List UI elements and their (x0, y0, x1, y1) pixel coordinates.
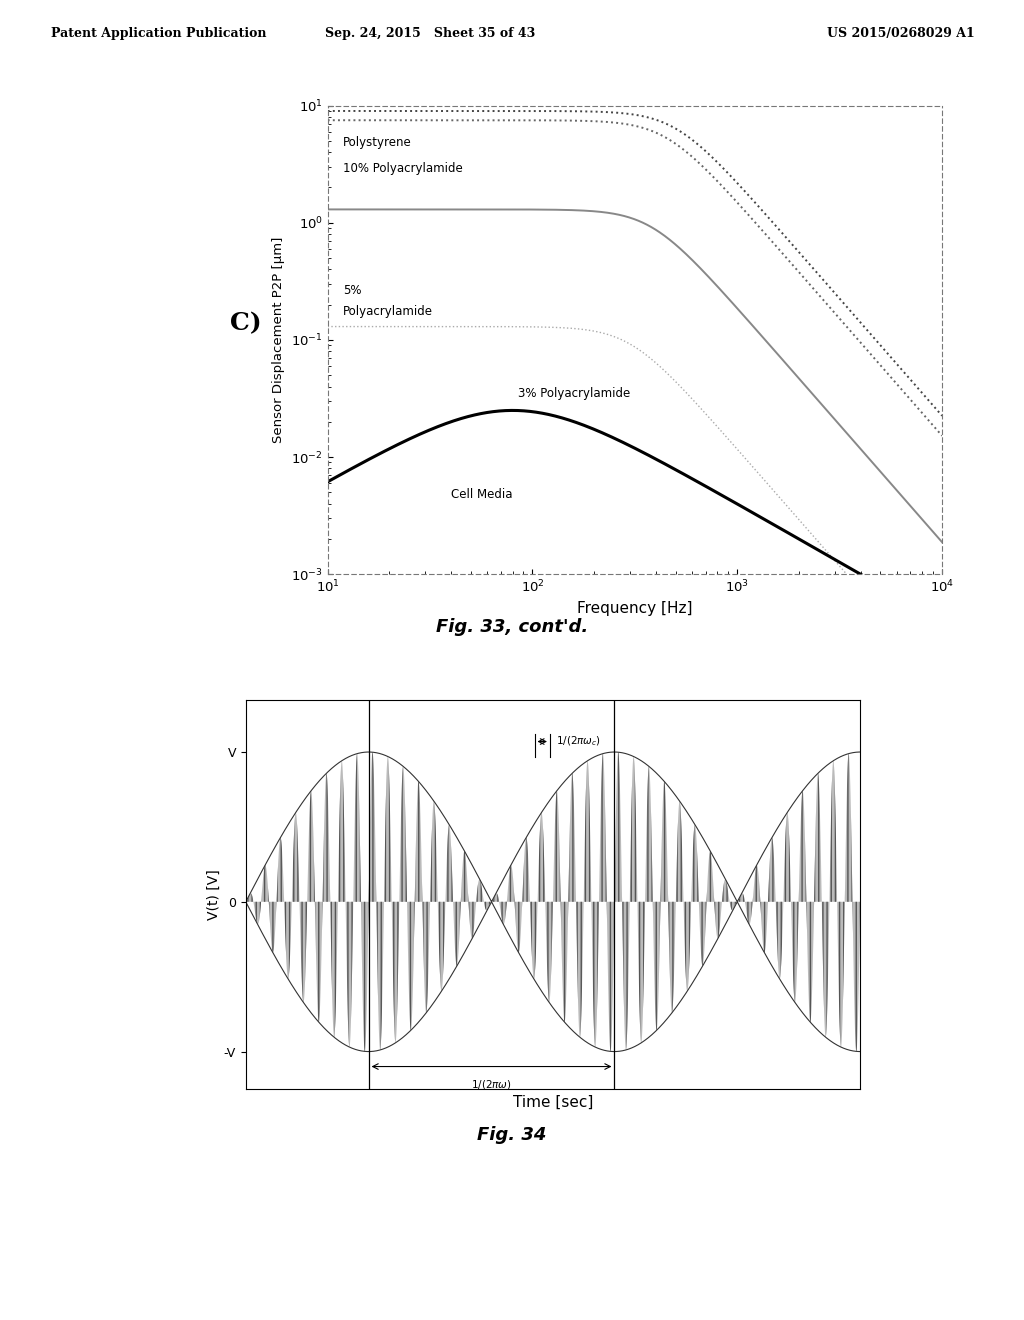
X-axis label: Frequency [Hz]: Frequency [Hz] (578, 601, 692, 616)
Text: Polystyrene: Polystyrene (343, 136, 412, 149)
Y-axis label: V(t) [V]: V(t) [V] (207, 869, 221, 920)
Text: 3% Polyacrylamide: 3% Polyacrylamide (518, 387, 631, 400)
Text: Fig. 33, cont'd.: Fig. 33, cont'd. (436, 618, 588, 636)
Text: 10% Polyacrylamide: 10% Polyacrylamide (343, 162, 463, 174)
Text: $1/(2\pi\omega_c)$: $1/(2\pi\omega_c)$ (556, 735, 601, 748)
Text: $1/(2\pi\omega)$: $1/(2\pi\omega)$ (471, 1078, 512, 1092)
Text: 5%: 5% (343, 284, 361, 297)
Y-axis label: Sensor Displacement P2P [μm]: Sensor Displacement P2P [μm] (272, 236, 286, 444)
Text: Cell Media: Cell Media (451, 487, 512, 500)
X-axis label: Time [sec]: Time [sec] (513, 1094, 593, 1110)
Text: Sep. 24, 2015   Sheet 35 of 43: Sep. 24, 2015 Sheet 35 of 43 (325, 26, 536, 40)
Text: Fig. 34: Fig. 34 (477, 1126, 547, 1144)
Text: C): C) (230, 312, 262, 335)
Text: Polyacrylamide: Polyacrylamide (343, 305, 433, 318)
Text: US 2015/0268029 A1: US 2015/0268029 A1 (827, 26, 975, 40)
Text: Patent Application Publication: Patent Application Publication (51, 26, 266, 40)
